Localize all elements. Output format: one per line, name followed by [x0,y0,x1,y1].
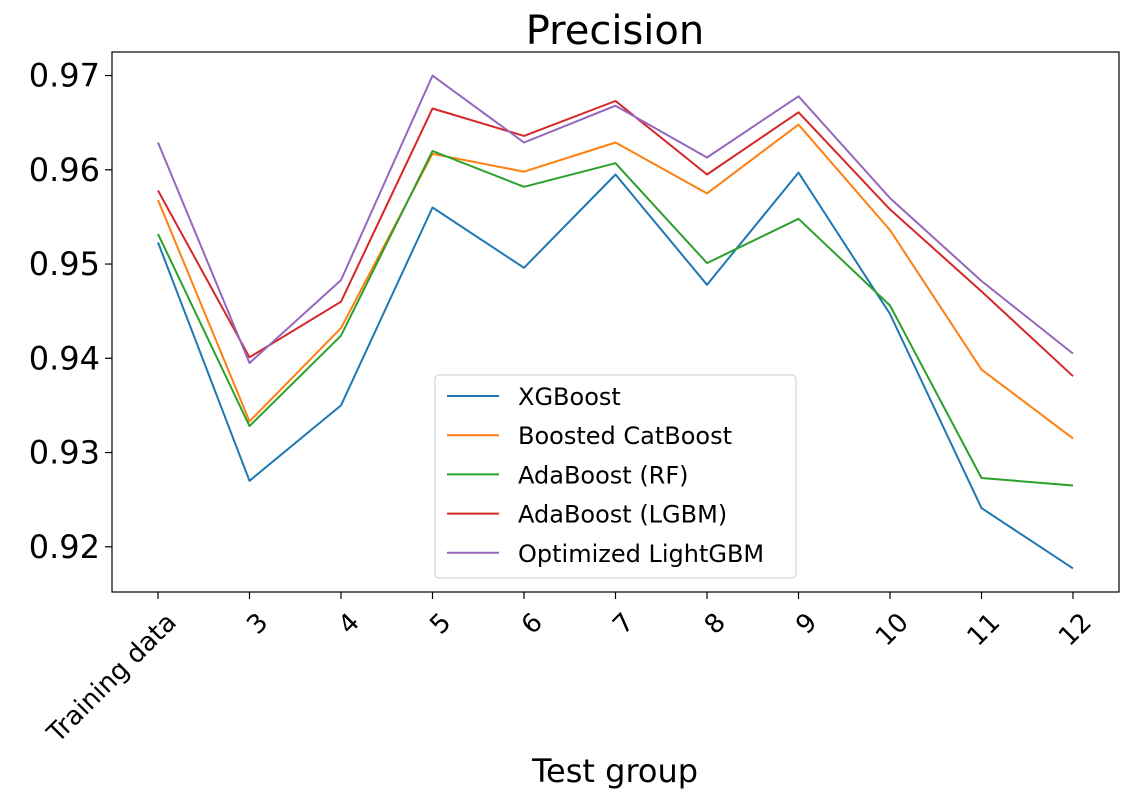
x-tick-label: Training data [41,608,183,750]
y-tick-label: 0.96 [29,151,100,189]
y-tick-label: 0.92 [29,528,100,566]
x-tick-label: 4 [333,608,366,641]
x-tick-label: 11 [962,608,1007,653]
legend-label: AdaBoost (LGBM) [518,501,727,529]
chart-title: Precision [526,8,704,54]
x-axis: Training data 3 4 5 6 7 8 9 10 11 12 [41,592,1098,749]
legend-label: Optimized LightGBM [518,540,764,568]
legend-box [434,374,797,579]
x-tick-label: 10 [870,608,915,653]
y-tick-label: 0.93 [29,434,100,472]
series-line-5 [157,74,1074,364]
series-line-3 [157,150,1074,487]
x-tick-label: 7 [607,608,640,641]
series-line-2 [157,123,1074,440]
series-layer [157,74,1074,570]
legend-label: AdaBoost (RF) [518,461,689,489]
series-line-4 [157,100,1074,377]
x-tick-label: 9 [790,608,823,641]
x-tick-label: 5 [424,608,457,641]
legend: XGBoost Boosted CatBoost AdaBoost (RF) AdaB… [434,374,797,579]
y-axis: 0.92 0.93 0.94 0.95 0.96 0.97 [29,57,112,566]
legend-label: XGBoost [518,383,621,411]
y-tick-label: 0.97 [29,57,100,95]
x-tick-label: 12 [1053,608,1098,653]
x-tick-label: 8 [699,608,732,641]
x-axis-label: Test group [531,752,698,790]
legend-label: Boosted CatBoost [518,422,732,450]
x-tick-label: 6 [516,608,549,641]
x-tick-label: 3 [241,608,274,641]
series-line-1 [157,171,1074,570]
y-tick-label: 0.95 [29,245,100,283]
y-tick-label: 0.94 [29,339,100,377]
